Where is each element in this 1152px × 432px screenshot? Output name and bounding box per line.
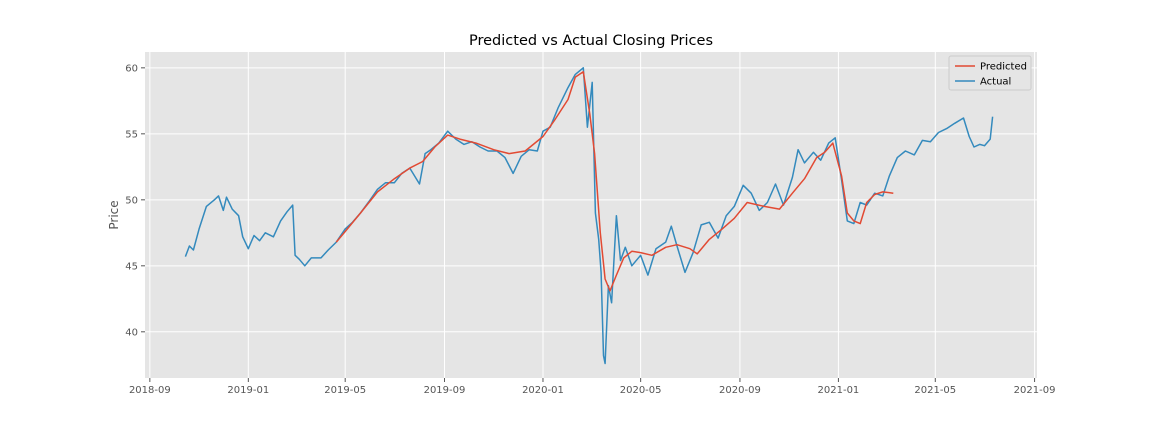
x-tick-label: 2018-09	[129, 385, 171, 396]
y-tick-label: 50	[125, 195, 138, 206]
y-tick-label: 40	[125, 327, 138, 338]
x-tick-label: 2021-09	[1014, 385, 1056, 396]
y-tick-label: 60	[125, 63, 138, 74]
x-tick-label: 2019-01	[227, 385, 269, 396]
x-tick-label: 2021-05	[914, 385, 956, 396]
legend-label: Predicted	[980, 62, 1027, 73]
x-tick-label: 2020-01	[522, 385, 564, 396]
x-tick-label: 2020-09	[719, 385, 761, 396]
chart-title: Predicted vs Actual Closing Prices	[469, 33, 713, 49]
y-tick-label: 45	[125, 261, 138, 272]
plot-area	[145, 52, 1037, 378]
x-tick-label: 2020-05	[620, 385, 662, 396]
grid	[145, 52, 1037, 378]
y-axis-title: Price	[107, 200, 121, 229]
x-tick-label: 2021-01	[818, 385, 860, 396]
series-lines	[184, 67, 994, 365]
series-line-predicted	[335, 71, 894, 292]
legend-label: Actual	[980, 77, 1011, 88]
legend: Predicted Actual	[948, 55, 1032, 91]
x-tick-label: 2019-05	[324, 385, 366, 396]
y-tick-label: 55	[125, 129, 138, 140]
x-tick-label: 2019-09	[424, 385, 466, 396]
axes: 2018-09 2019-01 2019-05 2019-09 2020-01 2020-…	[125, 63, 1055, 396]
